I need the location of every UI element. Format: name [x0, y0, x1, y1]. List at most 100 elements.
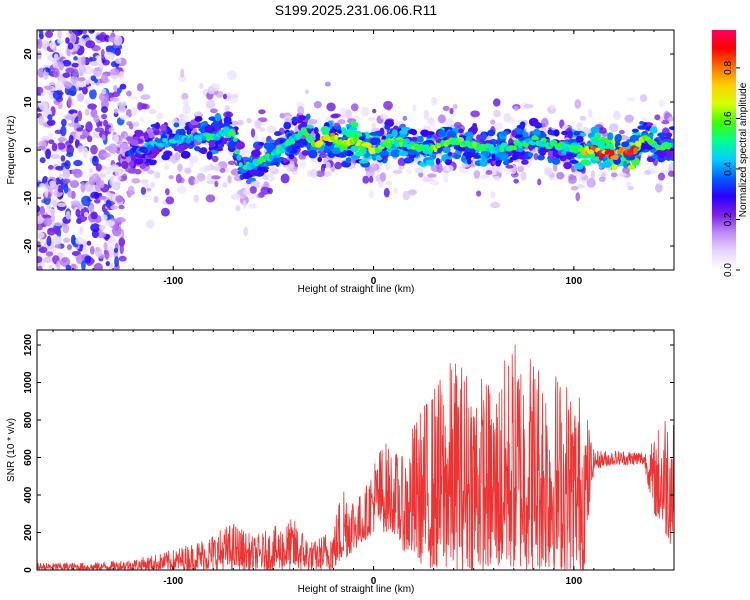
spectrogram-cell: [37, 212, 40, 217]
spectrogram-cell: [568, 174, 577, 185]
spectrogram-cell: [660, 169, 669, 174]
spectrogram-cell: [62, 178, 71, 184]
spectrogram-cell: [55, 165, 65, 171]
spectrogram-cell: [492, 170, 498, 175]
spectrogram-cell: [561, 130, 569, 136]
spectrogram-cell: [254, 119, 262, 129]
spectrogram-cell: [590, 169, 595, 180]
spectrogram-cell: [350, 145, 359, 153]
spectrogram-cell: [109, 97, 120, 102]
spectrogram-cell: [657, 157, 666, 161]
spectrogram-cell: [274, 131, 282, 137]
spectrogram-cell: [551, 157, 561, 165]
spectrogram-cell: [553, 129, 560, 137]
spectrogram-cell: [178, 113, 185, 118]
spectrogram-cell: [53, 67, 60, 78]
spectrogram-cell: [436, 163, 443, 174]
spectrogram-cell: [258, 127, 266, 133]
spectrogram-cell: [227, 175, 232, 184]
spectrogram-cell: [227, 160, 236, 166]
spectrogram-cell: [305, 113, 311, 120]
colorbar-gradient: [712, 30, 736, 270]
spectrogram-cell: [248, 169, 260, 176]
spectrogram-cell: [136, 83, 144, 92]
spectrogram-cell: [445, 159, 451, 164]
spectrogram-cell: [156, 112, 164, 120]
spectrogram-cell: [121, 160, 129, 170]
y-tick-label: 400: [23, 486, 34, 503]
spectrogram-cell: [569, 159, 579, 164]
spectrogram-cell: [369, 163, 377, 173]
spectrogram-cell: [505, 164, 514, 169]
spectrogram-cell: [139, 163, 146, 170]
spectrogram-cell: [46, 235, 52, 247]
spectrogram-cell: [400, 126, 411, 131]
spectrogram-cell: [263, 168, 269, 173]
spectrogram-cell: [86, 240, 92, 246]
spectrogram-ridge-cell: [457, 136, 465, 143]
spectrogram-cell: [492, 98, 501, 107]
spectrogram-cell: [48, 208, 56, 215]
spectrogram-cell: [130, 106, 138, 116]
spectrogram-cell: [37, 256, 43, 263]
spectrogram-cell: [266, 125, 277, 134]
spectrogram-cell: [65, 152, 74, 158]
spectrogram-cell: [45, 148, 51, 160]
spectrogram-cell: [330, 167, 336, 173]
colorbar-ticks: 0.0 0.2 0.4 0.6 0.8: [723, 61, 740, 277]
spectrogram-cell: [483, 150, 490, 158]
colorbar: 0.0 0.2 0.4 0.6 0.8 Normalized spectral ampl…: [712, 30, 749, 277]
spectrogram-cell: [417, 135, 424, 143]
spectrogram-cell: [266, 139, 276, 143]
spectrogram-cell: [90, 223, 101, 233]
spectrogram-cell: [193, 111, 204, 117]
spectrogram-cell: [113, 85, 118, 92]
spectrogram-cell: [565, 154, 574, 160]
spectrogram-cell: [52, 200, 57, 208]
spectrogram-cell: [89, 88, 97, 100]
spectrogram-cell: [113, 108, 119, 114]
spectrogram-cell: [205, 194, 216, 203]
spectrogram-cell: [180, 68, 185, 78]
spectrogram-cell: [37, 265, 43, 270]
spectrogram-cell: [93, 198, 101, 204]
spectrogram-cell: [372, 108, 377, 114]
spectrogram-cell: [402, 190, 410, 201]
spectrogram-cell: [499, 153, 509, 162]
spectrogram-cell: [523, 104, 534, 109]
y-tick-label: 0: [23, 147, 34, 153]
spectrogram-cell: [38, 115, 45, 126]
spectrogram-cell: [90, 211, 98, 220]
spectrogram-cell: [543, 166, 554, 176]
spectrogram-cell: [230, 193, 241, 201]
spectrogram-cell: [89, 246, 95, 255]
spectrogram-cell: [108, 127, 115, 133]
spectrogram-cell: [37, 205, 41, 213]
spectrogram-cell: [370, 137, 381, 145]
spectrogram-cell: [175, 173, 182, 184]
spectrogram-cell: [182, 144, 191, 149]
spectrogram-cell: [437, 130, 447, 137]
spectrogram-cell: [131, 178, 141, 184]
spectrogram-cell: [101, 88, 107, 95]
spectrogram-ridge-cell: [316, 140, 324, 146]
spectrogram-cell: [262, 174, 269, 181]
spectrogram-cell: [54, 243, 62, 249]
spectrogram-cell: [379, 150, 389, 156]
spectrogram-cell: [437, 114, 446, 124]
spectrogram-cell: [587, 108, 593, 119]
spectrogram-cell: [248, 203, 258, 209]
spectrogram-cell: [288, 153, 295, 160]
spectrogram-cell: [532, 128, 541, 137]
spectrogram-cell: [193, 178, 200, 185]
spectrogram-cell: [92, 155, 99, 167]
spectrogram-cell: [165, 188, 170, 196]
spectrogram-cell: [58, 173, 63, 180]
spectrogram-cell: [258, 141, 265, 146]
spectrogram-cell: [38, 246, 48, 254]
spectrogram-cell: [57, 184, 63, 193]
spectrogram-cell: [300, 122, 308, 128]
spectrogram-ridge-cell: [261, 157, 267, 163]
spectrogram-cell: [214, 180, 219, 187]
